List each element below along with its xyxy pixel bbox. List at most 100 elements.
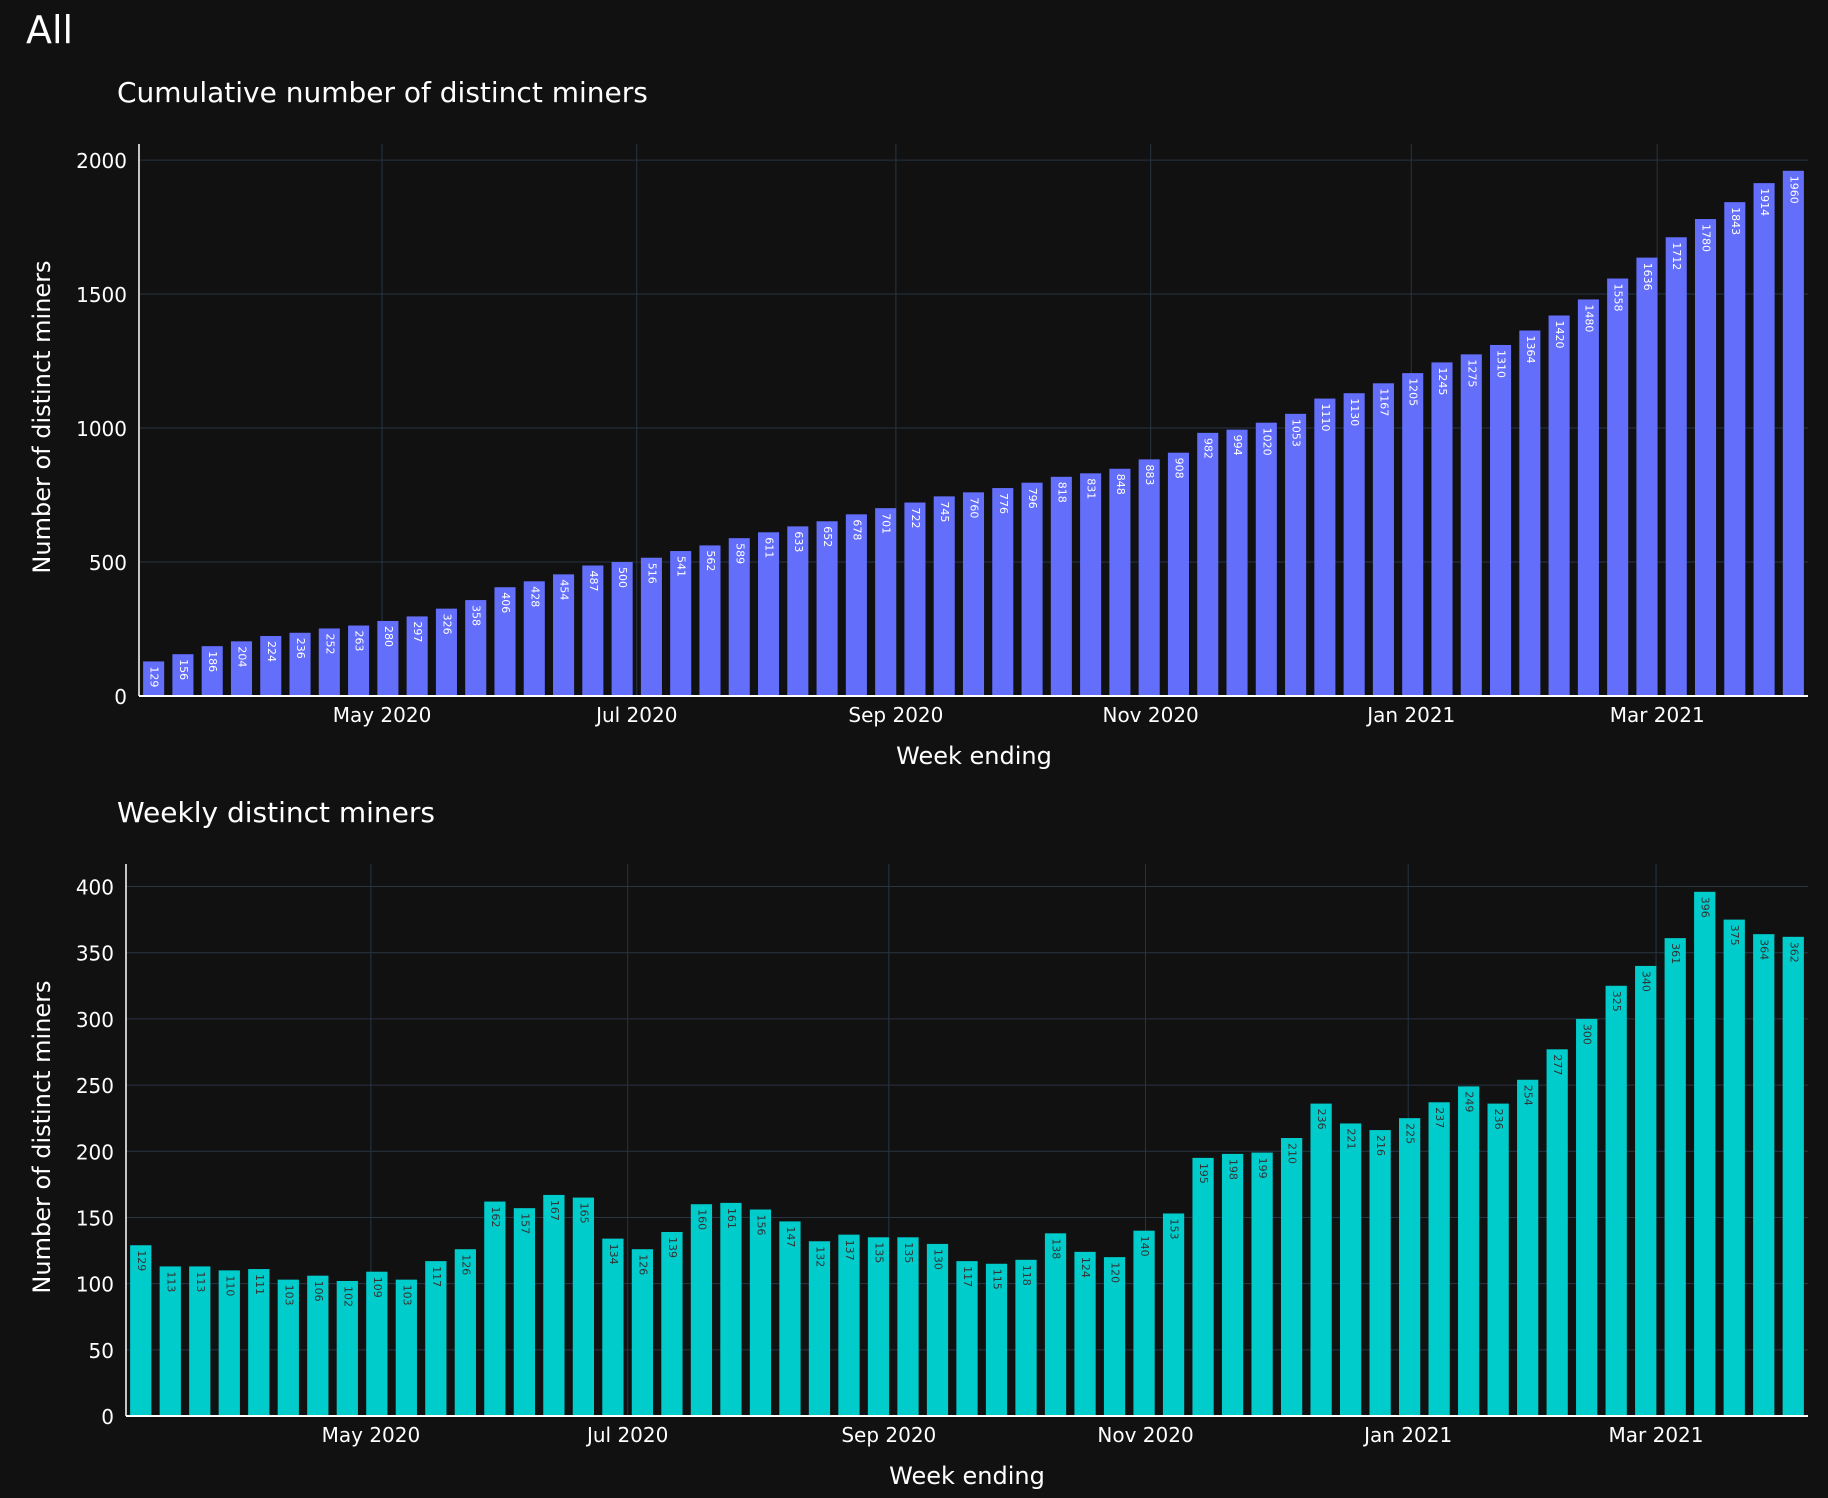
bar: [1339, 1123, 1362, 1416]
bar-value-label: 428: [528, 586, 541, 607]
bar-value-label: 102: [341, 1286, 354, 1307]
bar: [435, 608, 457, 696]
bar-value-label: 1110: [1319, 404, 1332, 432]
bar-value-label: 541: [675, 556, 688, 577]
bar: [1109, 468, 1131, 696]
bar-value-label: 1780: [1700, 224, 1713, 252]
bar-value-label: 340: [1640, 971, 1653, 992]
bar-value-label: 796: [1026, 488, 1039, 509]
bar: [1576, 1018, 1598, 1416]
bar: [572, 1197, 595, 1416]
y-tick-label: 1000: [76, 417, 127, 441]
chart-1-title: Cumulative number of distinct miners: [117, 76, 648, 109]
bar-value-label: 297: [411, 621, 424, 642]
bar-value-label: 1053: [1290, 419, 1303, 447]
bar-value-label: 1130: [1348, 398, 1361, 426]
bar: [956, 1261, 978, 1416]
bar-value-label: 210: [1286, 1143, 1299, 1164]
bar: [1251, 1152, 1273, 1416]
bar-value-label: 1167: [1377, 388, 1390, 416]
bar-value-label: 776: [997, 493, 1010, 514]
bar-value-label: 167: [548, 1200, 561, 1221]
bar: [1517, 1079, 1539, 1416]
bar: [1753, 183, 1775, 697]
y-tick-label: 0: [101, 1405, 114, 1429]
x-tick-label: Mar 2021: [1609, 1423, 1704, 1447]
bar-value-label: 160: [695, 1209, 708, 1230]
bar: [1255, 422, 1277, 696]
bar: [130, 1245, 152, 1416]
bar: [1694, 219, 1717, 697]
bar-value-label: 263: [353, 631, 366, 652]
chart-2-ylabel: Number of distinct miners: [28, 980, 56, 1293]
bar-value-label: 361: [1669, 943, 1682, 964]
bar: [808, 1241, 831, 1416]
bar: [201, 646, 223, 696]
bar-value-label: 252: [323, 633, 336, 654]
bar: [816, 521, 838, 696]
bar: [1162, 1213, 1185, 1416]
bar: [1458, 1086, 1480, 1416]
bar: [454, 1249, 476, 1416]
bar-value-label: 199: [1256, 1158, 1269, 1179]
bar-value-label: 358: [470, 605, 483, 626]
bar-value-label: 147: [784, 1226, 797, 1247]
bar: [1050, 476, 1072, 696]
x-tick-label: Jul 2020: [594, 703, 677, 727]
bar-value-label: 221: [1345, 1128, 1358, 1149]
bar: [1546, 1049, 1568, 1416]
bar: [1044, 1233, 1067, 1416]
y-tick-label: 0: [114, 685, 127, 709]
bar-value-label: 115: [991, 1269, 1004, 1290]
bar: [406, 616, 428, 696]
bar-value-label: 111: [253, 1274, 266, 1295]
bar-value-label: 678: [850, 519, 863, 540]
bar: [845, 514, 867, 696]
bar-value-label: 1364: [1524, 336, 1537, 364]
bar: [260, 635, 282, 696]
bar: [897, 1237, 919, 1416]
bar-value-label: 130: [931, 1249, 944, 1270]
bar: [1782, 170, 1804, 696]
bar: [992, 488, 1014, 696]
y-tick-label: 500: [89, 551, 127, 575]
bar: [425, 1261, 447, 1416]
bar: [1636, 257, 1658, 696]
bar-value-label: 745: [938, 501, 951, 522]
bar: [366, 1271, 388, 1416]
bar: [1431, 362, 1453, 696]
weekly-miners-chart: Number of distinct miners Week ending 0 5…: [28, 864, 1808, 1490]
bar: [779, 1221, 801, 1416]
bar: [1133, 1230, 1155, 1416]
bar: [1074, 1251, 1096, 1416]
bar-value-label: 216: [1374, 1135, 1387, 1156]
bar: [143, 661, 165, 696]
bar: [1310, 1103, 1332, 1416]
x-tick-label: Sep 2020: [841, 1423, 936, 1447]
bar: [699, 545, 721, 696]
chart-2-title: Weekly distinct miners: [117, 796, 436, 829]
bar: [631, 1249, 654, 1416]
bar-value-label: 487: [587, 571, 600, 592]
bar: [1607, 278, 1629, 696]
cumulative-miners-chart: Number of distinct miners Week ending 0 5…: [28, 144, 1808, 770]
bar-value-label: 156: [754, 1214, 767, 1235]
bar-value-label: 110: [223, 1275, 236, 1296]
bar: [1280, 1138, 1303, 1416]
bar-value-label: 701: [880, 513, 893, 534]
bar: [904, 502, 926, 696]
page-title: All: [26, 8, 74, 52]
bar-value-label: 109: [371, 1277, 384, 1298]
bar: [543, 1194, 565, 1416]
bar: [867, 1237, 890, 1416]
bar-value-label: 140: [1138, 1236, 1151, 1257]
bar: [318, 628, 340, 696]
bar-value-label: 326: [440, 614, 453, 635]
bar-value-label: 760: [968, 497, 981, 518]
bar-value-label: 129: [148, 666, 161, 687]
bar: [787, 526, 809, 696]
bar: [1138, 459, 1160, 696]
bar: [749, 1209, 772, 1416]
y-tick-label: 1500: [76, 283, 127, 307]
